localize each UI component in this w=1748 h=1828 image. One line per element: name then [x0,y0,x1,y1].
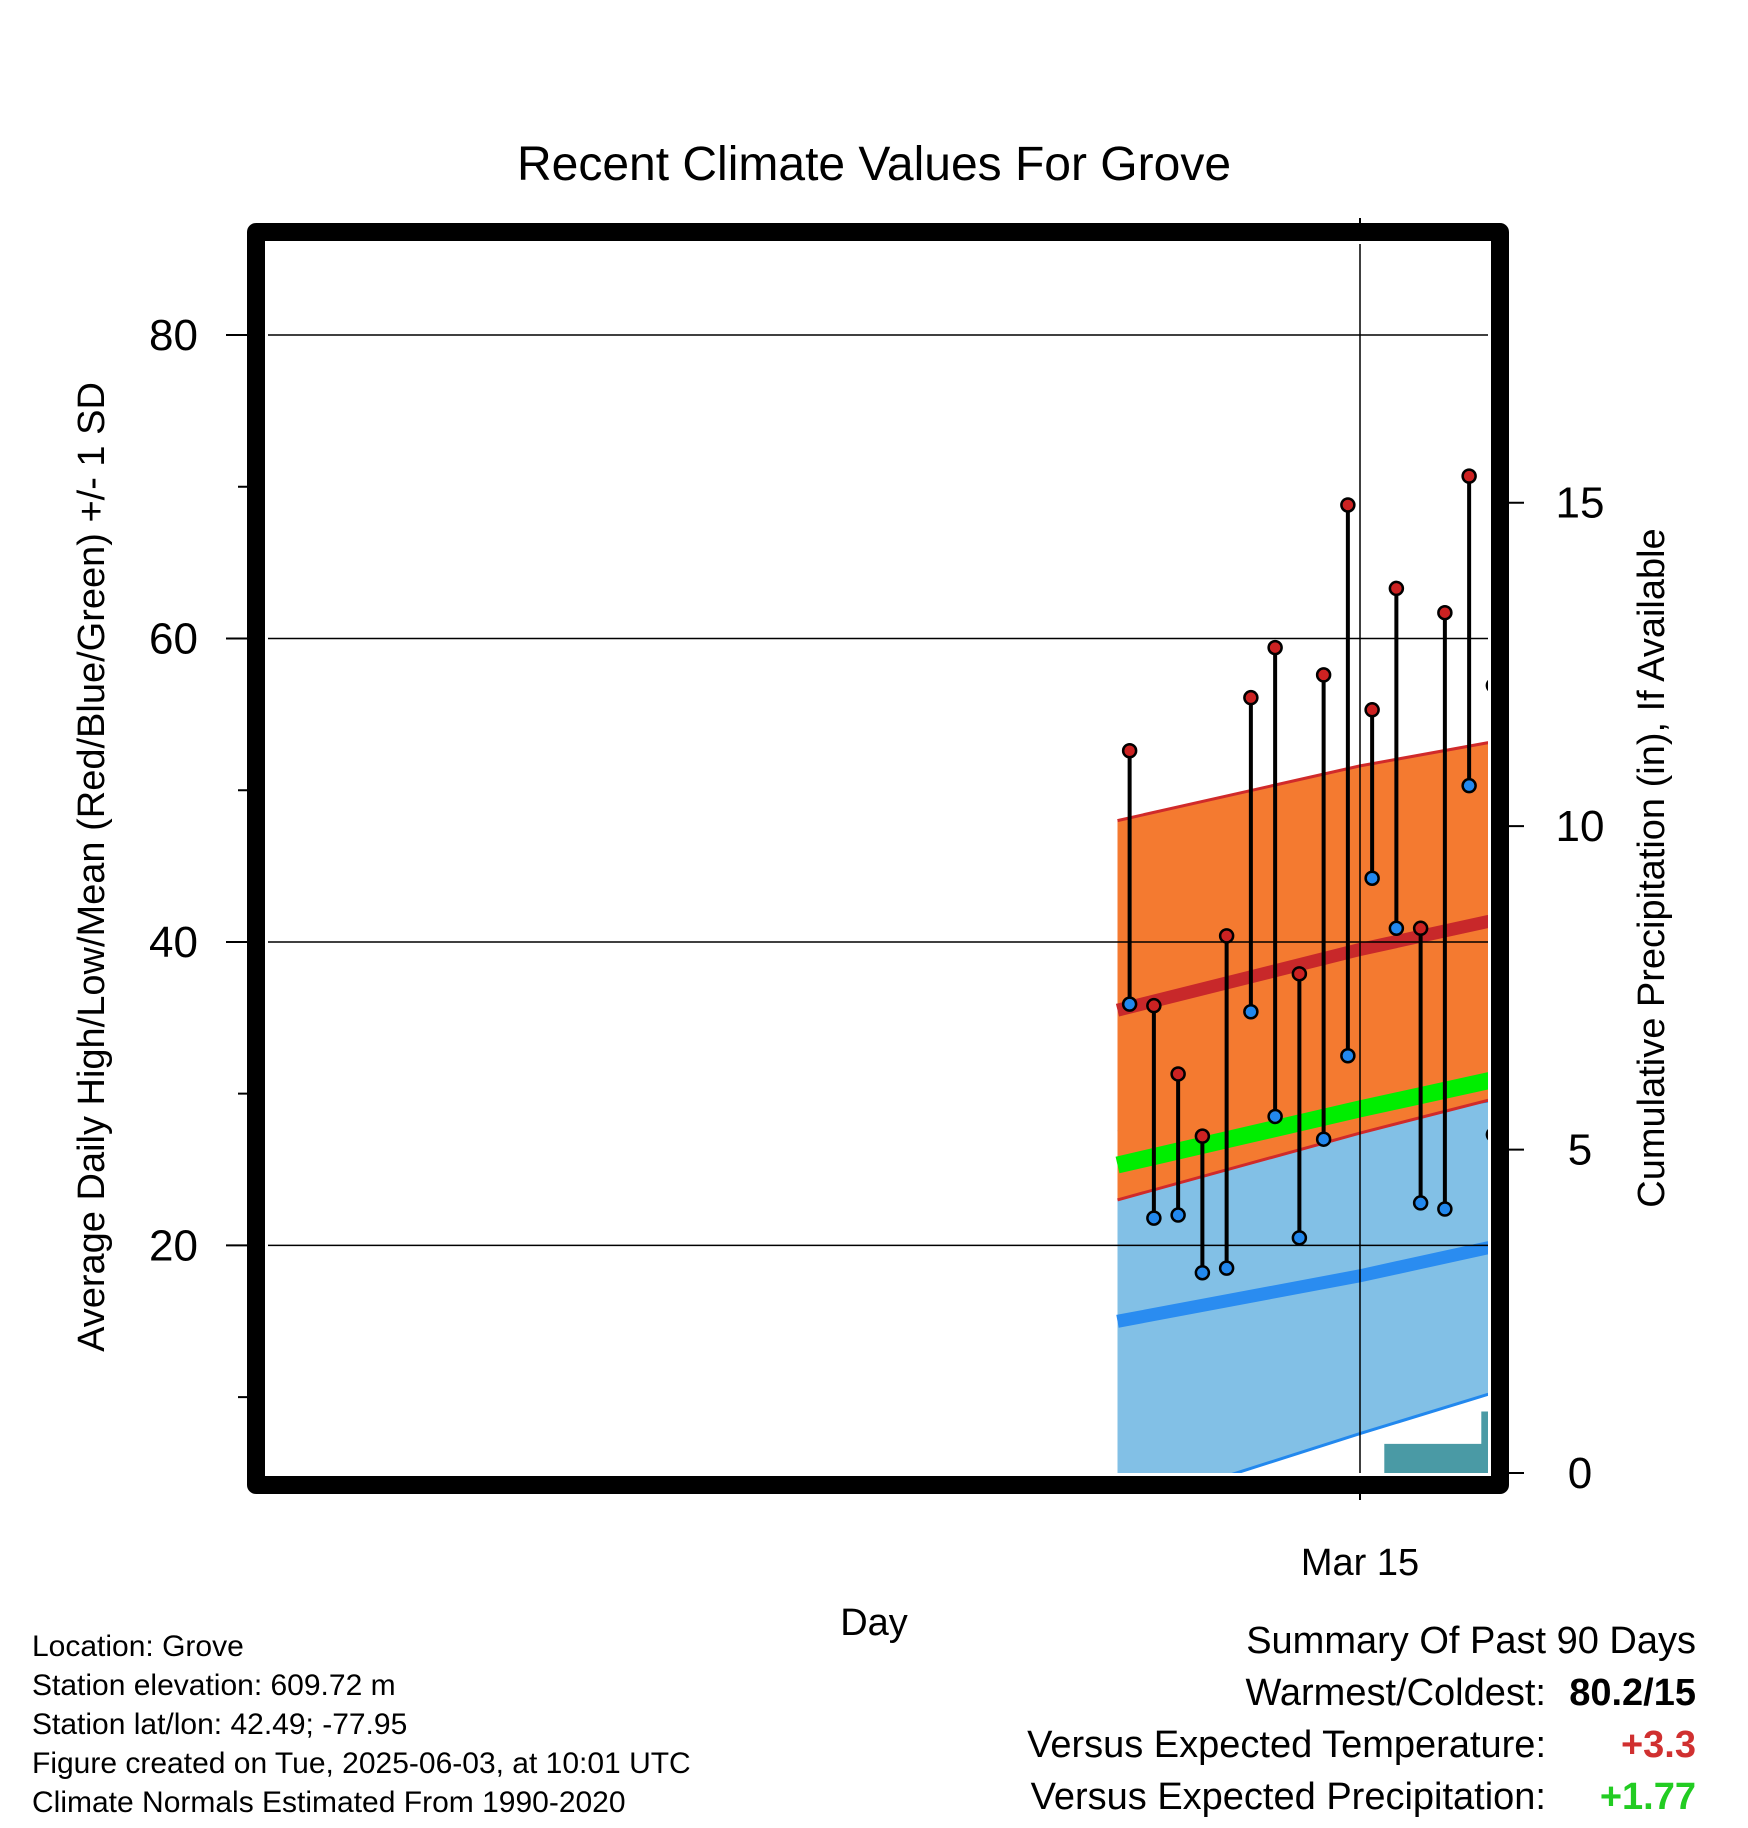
y2-tick-label: 5 [1568,1126,1592,1175]
daily-low-point [1560,1281,1573,1294]
daily-low-point [1340,1047,1356,1064]
daily-high-point [1535,858,1548,871]
chart-title: Recent Climate Values For Grove [517,138,1231,191]
daily-high-point [1681,769,1694,782]
daily-high-point [1218,928,1235,944]
daily-high-point [1729,571,1742,584]
precipitation-area [1360,1411,1488,1473]
y-tick-label: 40 [149,918,198,967]
daily-low-point [1705,907,1718,920]
summary-temperature: Versus Expected Temperature: +3.3 [1027,1724,1696,1767]
summary-precipitation: Versus Expected Precipitation: +1.77 [1031,1776,1696,1819]
daily-low-point [1535,1272,1548,1285]
precip-vs-expected-label: Versus Expected Precipitation: [1030,1776,1546,1818]
daily-high-point [1340,497,1356,513]
warmest-coldest-label: Warmest/Coldest: [1245,1672,1546,1714]
daily-low-point [1194,1264,1211,1281]
daily-high-point [1584,759,1597,772]
y2-tick-label: 15 [1556,479,1605,528]
daily-high-point [1461,468,1477,484]
daily-high-point [1412,920,1429,937]
daily-low-point [1412,1195,1429,1211]
daily-low-point [1437,1201,1453,1217]
daily-high-point [1243,689,1259,706]
summary-warmest-coldest: Warmest/Coldest: 80.2/15 [1245,1672,1696,1715]
daily-low-point [1608,1165,1621,1178]
x-tick-label: Mar 15 [1301,1542,1419,1584]
daily-low-point [1388,920,1405,937]
daily-low-point [1267,1108,1283,1125]
daily-low-point [1243,1003,1259,1020]
daily-low-point [1121,996,1138,1012]
y-tick-label: 80 [149,311,198,360]
created-text: Figure created on Tue, 2025-06-03, at 10… [32,1747,691,1780]
daily-high-point [1121,743,1138,759]
plot-frame [247,223,1509,1494]
daily-low-point [1461,777,1477,794]
daily-high-point [1194,1128,1211,1144]
daily-high-point [1511,907,1524,920]
normals-period-text: Climate Normals Estimated From 1990-2020 [32,1786,626,1819]
summary-title: Summary Of Past 90 Days [1246,1620,1696,1662]
daily-low-point [1146,1210,1162,1226]
daily-low-point [1681,1087,1694,1100]
daily-low-point [1657,1260,1670,1273]
daily-high-point [1291,966,1308,982]
daily-high-point [1146,997,1162,1014]
daily-low-point [1218,1260,1235,1276]
y2-axis-label: Cumulative Precipitation (in), If Availa… [1631,528,1673,1207]
daily-low-point [1291,1230,1308,1246]
precip-vs-expected-value: +1.77 [1599,1776,1696,1818]
elevation-text: Station elevation: 609.72 m [32,1669,396,1702]
temp-vs-expected-label: Versus Expected Temperature: [1027,1724,1546,1766]
daily-high-point [1364,702,1380,718]
daily-high-point [1705,637,1718,650]
x-axis-label: Day [840,1602,908,1644]
daily-high-point [1267,639,1283,656]
latlon-text: Station lat/lon: 42.49; -77.95 [32,1708,408,1741]
daily-high-point [1388,580,1405,597]
daily-high-point [1560,979,1573,992]
location-text: Location: Grove [32,1630,244,1663]
y2-tick-label: 0 [1568,1449,1592,1498]
y-axis-label: Average Daily High/Low/Mean (Red/Blue/Gr… [71,382,113,1352]
y-tick-label: 60 [149,614,198,663]
daily-high-point [1170,1066,1186,1082]
daily-high-point [1608,1010,1621,1023]
warmest-coldest-value: 80.2/15 [1569,1672,1696,1714]
daily-high-point [1315,667,1332,683]
y-tick-label: 20 [149,1221,198,1270]
daily-high-point [1485,679,1488,692]
daily-low-point [1170,1207,1186,1223]
daily-low-point [1729,1055,1742,1068]
daily-low-point [1315,1131,1332,1147]
y2-tick-label: 10 [1556,802,1605,851]
daily-low-point [1364,870,1380,886]
daily-low-point [1584,1080,1597,1093]
daily-high-point [1437,604,1453,621]
temp-vs-expected-value: +3.3 [1620,1724,1696,1766]
daily-low-point [1511,1206,1524,1219]
daily-low-point [1485,1129,1488,1141]
